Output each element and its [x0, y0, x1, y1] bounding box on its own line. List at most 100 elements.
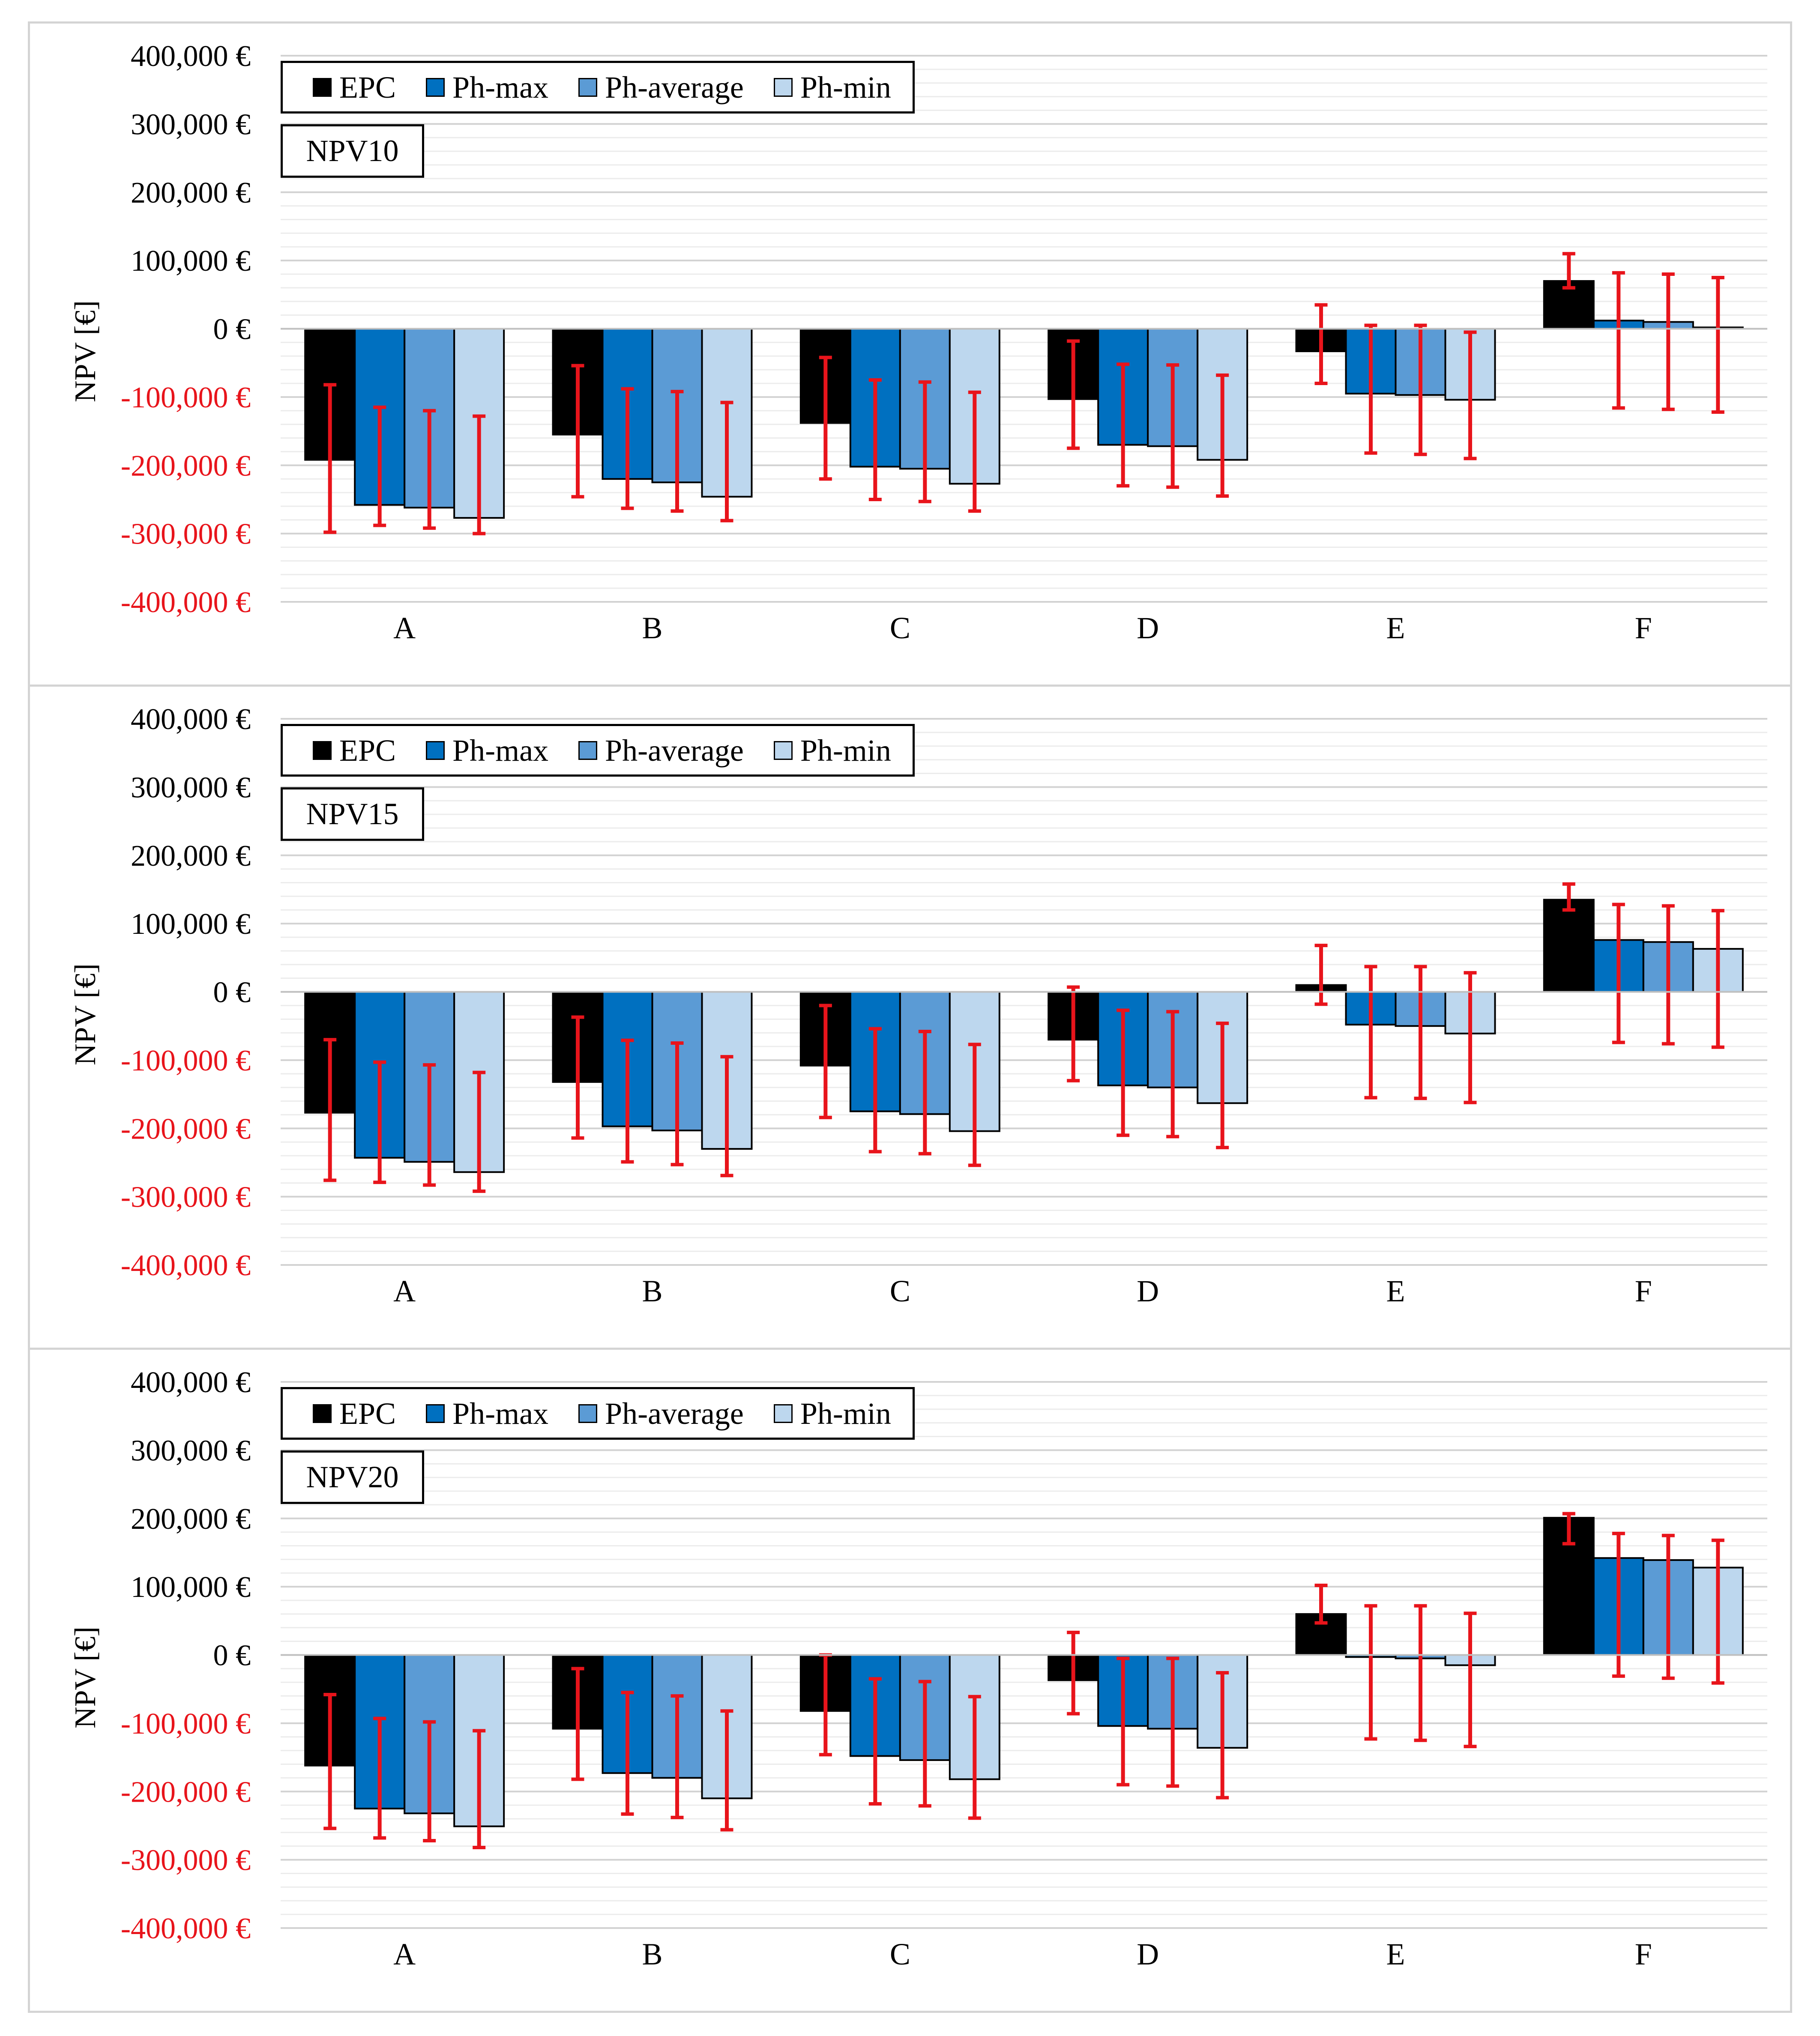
- legend-item-ph-min: Ph-min: [773, 735, 891, 766]
- error-bar-epc-c: [819, 1004, 832, 1119]
- legend-item-ph-max: Ph-max: [426, 72, 548, 103]
- x-category-label: D: [1137, 1937, 1159, 1971]
- legend-swatch-ph-min: [773, 78, 793, 97]
- error-bar-ph-max-a: [373, 1060, 386, 1184]
- x-category-label: C: [890, 1274, 910, 1308]
- y-tick-label: 0 €: [213, 313, 251, 346]
- error-bar-ph-max-d: [1117, 1008, 1130, 1137]
- error-bar-ph-max-d: [1117, 362, 1130, 488]
- error-bar-epc-e: [1314, 303, 1328, 385]
- y-tick-label: 300,000 €: [131, 771, 251, 804]
- chart-plot-npv20: 400,000 € 300,000 € 200,000 € 100,000 € 0 € -…: [121, 1366, 1767, 1971]
- error-bar-ph-average-b: [671, 1694, 684, 1819]
- error-bar-ph-max-a: [373, 405, 386, 527]
- legend-swatch-ph-max: [426, 78, 445, 97]
- error-bar-ph-max-b: [621, 387, 634, 510]
- x-category-label: D: [1137, 1274, 1159, 1308]
- error-bar-ph-min-b: [720, 1055, 733, 1178]
- error-bar-epc-e: [1314, 1583, 1328, 1625]
- error-bar-epc-e: [1314, 944, 1328, 1006]
- error-bar-ph-min-b: [720, 1709, 733, 1832]
- legend-item-epc: EPC: [313, 72, 396, 103]
- error-bar-ph-average-c: [918, 1680, 931, 1808]
- error-bar-ph-min-e: [1464, 330, 1477, 460]
- x-category-label: A: [393, 1274, 416, 1308]
- y-tick-label: -400,000 €: [121, 1249, 251, 1282]
- chart-title-box: NPV10: [281, 124, 424, 178]
- error-bar-epc-d: [1067, 1630, 1080, 1716]
- error-bar-epc-f: [1562, 1512, 1575, 1546]
- legend-swatch-ph-max: [426, 741, 445, 760]
- bar-epc-f: [1543, 280, 1595, 330]
- error-bar-epc-a: [323, 383, 337, 534]
- chart-legend: EPC Ph-max Ph-average Ph-min: [281, 1387, 915, 1440]
- y-tick-label: 200,000 €: [131, 1503, 251, 1536]
- error-bar-epc-a: [323, 1038, 337, 1182]
- chart-panel-npv15: 400,000 € 300,000 € 200,000 € 100,000 € 0 € -…: [28, 685, 1792, 1350]
- legend-item-ph-min: Ph-min: [773, 1398, 891, 1429]
- legend-swatch-epc: [313, 78, 332, 97]
- legend-item-ph-max: Ph-max: [426, 1398, 548, 1429]
- x-category-label: E: [1386, 611, 1405, 645]
- y-tick-label: -400,000 €: [121, 1912, 251, 1945]
- error-bar-epc-b: [571, 1015, 584, 1140]
- y-tick-label: -300,000 €: [121, 518, 251, 551]
- error-bar-ph-min-a: [473, 414, 486, 535]
- error-bar-ph-max-c: [868, 1027, 882, 1154]
- y-tick-label: 300,000 €: [131, 108, 251, 141]
- y-tick-label: -100,000 €: [121, 1044, 251, 1077]
- error-bar-ph-min-a: [473, 1070, 486, 1193]
- error-bar-ph-average-a: [423, 409, 436, 530]
- y-tick-label: -200,000 €: [121, 1776, 251, 1809]
- y-tick-label: 200,000 €: [131, 176, 251, 209]
- legend-swatch-ph-min: [773, 1404, 793, 1423]
- error-bar-ph-average-d: [1166, 363, 1179, 489]
- error-bar-epc-c: [819, 356, 832, 481]
- legend-item-ph-average: Ph-average: [578, 1398, 744, 1429]
- x-category-label: F: [1635, 611, 1652, 645]
- error-bar-ph-max-e: [1364, 1604, 1377, 1741]
- error-bar-ph-average-f: [1661, 904, 1675, 1046]
- y-tick-label: -300,000 €: [121, 1844, 251, 1877]
- error-bar-ph-max-c: [868, 378, 882, 501]
- chart-legend: EPC Ph-max Ph-average Ph-min: [281, 61, 915, 114]
- error-bar-epc-f: [1562, 882, 1575, 912]
- y-tick-label: -200,000 €: [121, 1112, 251, 1145]
- error-bar-epc-b: [571, 1667, 584, 1781]
- x-category-label: C: [890, 611, 910, 645]
- y-tick-label: -400,000 €: [121, 586, 251, 619]
- error-bar-ph-average-b: [671, 390, 684, 513]
- legend-item-ph-average: Ph-average: [578, 735, 744, 766]
- x-category-label: E: [1386, 1274, 1405, 1308]
- legend-swatch-ph-average: [578, 78, 598, 97]
- bar-epc-f: [1543, 899, 1595, 993]
- error-bar-ph-average-b: [671, 1041, 684, 1166]
- x-category-label: C: [890, 1937, 910, 1971]
- error-bar-ph-max-f: [1612, 1531, 1625, 1678]
- legend-item-epc: EPC: [313, 1398, 396, 1429]
- error-bar-ph-min-f: [1711, 1538, 1724, 1685]
- y-tick-label: 0 €: [213, 976, 251, 1009]
- error-bar-epc-a: [323, 1692, 337, 1830]
- y-tick-label: 100,000 €: [131, 1571, 251, 1604]
- error-bar-ph-max-e: [1364, 323, 1377, 455]
- error-bar-ph-min-f: [1711, 275, 1724, 414]
- error-bar-ph-min-c: [968, 1043, 981, 1167]
- y-tick-label: 100,000 €: [131, 245, 251, 278]
- error-bar-ph-max-f: [1612, 903, 1625, 1044]
- error-bar-ph-max-b: [621, 1691, 634, 1816]
- error-bar-ph-average-d: [1166, 1656, 1179, 1788]
- error-bar-ph-average-e: [1414, 965, 1427, 1100]
- y-tick-label: -100,000 €: [121, 1707, 251, 1740]
- chart-panel-npv10: 400,000 € 300,000 € 200,000 € 100,000 € 0 € -…: [28, 21, 1792, 687]
- error-bar-ph-average-c: [918, 380, 931, 503]
- x-category-label: B: [642, 611, 662, 645]
- chart-title-box: NPV15: [281, 787, 424, 841]
- legend-item-ph-average: Ph-average: [578, 72, 744, 103]
- legend-swatch-ph-min: [773, 741, 793, 760]
- error-bar-ph-average-a: [423, 1720, 436, 1842]
- y-tick-label: -300,000 €: [121, 1181, 251, 1214]
- legend-item-epc: EPC: [313, 735, 396, 766]
- chart-panel-npv20: 400,000 € 300,000 € 200,000 € 100,000 € 0 € -…: [28, 1348, 1792, 2013]
- error-bar-epc-f: [1562, 252, 1575, 290]
